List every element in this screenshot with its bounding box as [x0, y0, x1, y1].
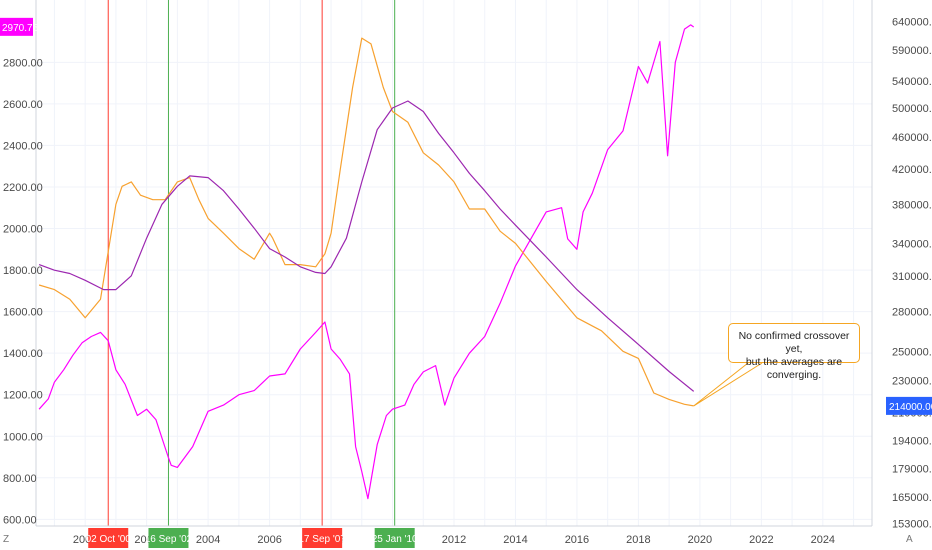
series-group: [38, 24, 763, 500]
series-line-2: [38, 37, 694, 407]
right-tick-label: 590000.00: [892, 45, 932, 57]
right-tick-label: 280000.00: [892, 307, 932, 319]
event-date-badge: [148, 528, 189, 548]
left-current-value-badge: [0, 17, 33, 36]
grid: [36, 0, 872, 526]
annotation-line-1: No confirmed crossover yet,: [738, 330, 850, 355]
annotation-callout: No confirmed crossover yet, but the aver…: [728, 323, 860, 381]
left-tick-label: 600.00: [3, 514, 37, 526]
right-tick-label: 420000.00: [892, 164, 932, 176]
bottom-left-corner-label[interactable]: Z: [3, 534, 10, 545]
right-tick-label: 500000.00: [892, 103, 932, 115]
x-tick-label: 2004: [196, 534, 220, 546]
x-tick-label: 2020: [688, 534, 712, 546]
event-date-badge: [302, 528, 343, 548]
event-date-label: 16 Sep '02: [145, 534, 193, 545]
right-tick-label: 165000.00: [892, 492, 932, 504]
event-date-badge: [88, 528, 129, 548]
right-tick-label: 460000.00: [892, 132, 932, 144]
left-current-value-label: 2970.75: [2, 23, 39, 34]
right-tick-label: 310000.00: [892, 271, 932, 283]
left-tick-label: 2400.00: [3, 140, 43, 152]
annotation-pointer: [693, 362, 763, 407]
left-tick-label: 2600.00: [3, 99, 43, 111]
right-tick-label: 153000.00: [892, 519, 932, 531]
left-tick-label: 1600.00: [3, 307, 43, 319]
right-tick-label: 640000.00: [892, 16, 932, 28]
left-tick-label: 2000.00: [3, 224, 43, 236]
event-lines: [107, 0, 396, 526]
event-date-label: 25 Jan '10: [372, 534, 418, 545]
left-tick-label: 1000.00: [3, 431, 43, 443]
event-date-label: 17 Sep '07: [298, 534, 346, 545]
right-tick-label: 340000.00: [892, 238, 932, 250]
event-date-label: 02 Oct '00: [86, 534, 132, 545]
series-line-1: [38, 24, 695, 500]
right-tick-label: 540000.00: [892, 76, 932, 88]
x-tick-label: 2024: [811, 534, 835, 546]
left-tick-label: 1200.00: [3, 390, 43, 402]
left-tick-label: 800.00: [3, 473, 37, 485]
right-tick-label: 380000.00: [892, 199, 932, 211]
left-tick-label: 2800.00: [3, 57, 43, 69]
left-tick-label: 1400.00: [3, 348, 43, 360]
x-tick-label: 2018: [626, 534, 650, 546]
x-tick-label: 2006: [257, 534, 281, 546]
x-tick-label: 2016: [565, 534, 589, 546]
x-tick-label: 2014: [503, 534, 527, 546]
axes: [35, 0, 873, 527]
right-current-value-badge: [886, 396, 932, 415]
series-line-3: [38, 100, 695, 392]
left-tick-label: 2200.00: [3, 182, 43, 194]
right-current-value-label: 214000.00: [889, 402, 932, 413]
axis-labels: 600.00 800.00 1000.00 1200.00 1400.00 1600.00…: [0, 16, 932, 548]
annotation-line-2: but the averages are converging.: [745, 356, 843, 381]
left-tick-label: 1800.00: [3, 265, 43, 277]
right-tick-label: 230000.00: [892, 376, 932, 388]
bottom-right-corner-label[interactable]: A: [906, 534, 913, 545]
right-tick-label: 250000.00: [892, 346, 932, 358]
right-tick-label: 194000.00: [892, 435, 932, 447]
right-tick-label: 179000.00: [892, 464, 932, 476]
event-date-badge: [374, 528, 415, 548]
x-tick-label: 2012: [442, 534, 466, 546]
x-tick-label: 2022: [749, 534, 773, 546]
